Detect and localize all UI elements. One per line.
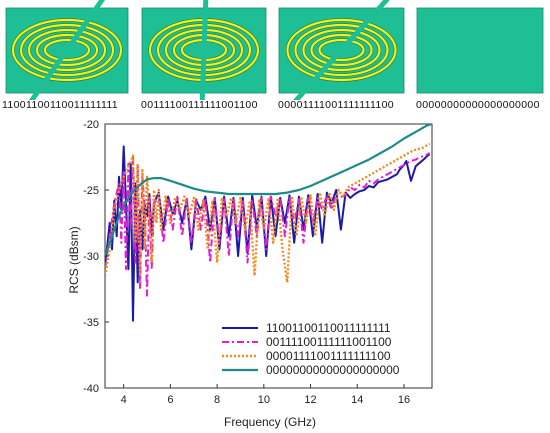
tile-2	[141, 0, 267, 121]
tile-row	[5, 0, 544, 121]
y-axis-title: RCS (dBsm)	[67, 226, 81, 293]
ring-pattern-icon	[285, 0, 398, 104]
y-tick-label: -25	[83, 185, 99, 197]
tile-2-code: 00111100111111001100	[141, 99, 258, 111]
y-tick-label: -30	[83, 251, 99, 263]
ring	[35, 33, 99, 67]
y-tick-label: -40	[83, 383, 99, 395]
x-axis-ticks: 4 6 8 10 12 14 16	[121, 384, 410, 406]
ring	[19, 23, 115, 77]
tile-4	[416, 7, 544, 94]
y-tick-label: -35	[83, 317, 99, 329]
x-tick-label: 4	[121, 394, 127, 406]
ring-gap	[292, 0, 390, 104]
y-tick-label: -20	[83, 119, 99, 131]
tile-3	[278, 0, 405, 104]
x-tick-label: 14	[351, 394, 363, 406]
ring	[318, 38, 365, 62]
ring	[43, 38, 91, 62]
ring	[310, 33, 373, 67]
tile-3-code: 00001111001111111100	[278, 99, 394, 111]
ring	[294, 23, 389, 77]
tile-1	[5, 0, 129, 109]
rcs-chart: 4 6 8 10 12 14 16 -20 -25 -30 -35 -40 Frequency (G…	[67, 119, 433, 429]
ring	[286, 18, 397, 82]
legend-label: 11001100110011111111	[266, 321, 391, 335]
x-tick-label: 6	[167, 394, 173, 406]
ring	[27, 28, 107, 72]
series-line-4	[105, 124, 432, 257]
series-line-3	[105, 142, 431, 284]
y-axis-ticks: -20 -25 -30 -35 -40	[83, 119, 109, 395]
tile-background	[416, 7, 544, 94]
ring-gap	[199, 0, 209, 121]
ring	[302, 28, 381, 72]
legend-label: 00000000000000000000	[266, 363, 400, 377]
tile-4-code: 00000000000000000000	[416, 99, 540, 111]
x-tick-label: 12	[304, 394, 316, 406]
x-axis-title: Frequency (GHz)	[224, 415, 316, 429]
x-tick-label: 8	[214, 394, 220, 406]
ring	[11, 18, 123, 82]
ring-pattern-icon	[11, 0, 123, 109]
legend-label: 00001111001111111100	[266, 349, 391, 363]
tile-1-code: 11001100110011111111	[2, 99, 118, 111]
ring-pattern-icon	[148, 0, 260, 121]
series-layer	[105, 124, 432, 322]
ring-gap	[24, 0, 106, 109]
legend-label: 00111100111111001100	[266, 335, 392, 349]
legend: 1100110011001111111100111100111111001100…	[222, 321, 400, 377]
x-tick-label: 10	[258, 394, 270, 406]
metasurface-tiles: 11001100110011111111 0011110011111100110…	[0, 0, 550, 121]
x-tick-label: 16	[398, 394, 410, 406]
